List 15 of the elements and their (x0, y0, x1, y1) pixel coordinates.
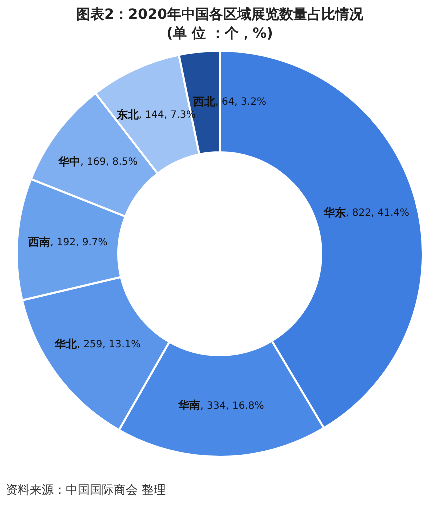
text: 资料来源：中国国际商会 整理 (6, 482, 166, 499)
slice-label: 西北 (192, 95, 217, 108)
slice-label: 华中 (58, 155, 81, 168)
slice-label: 华南 (178, 399, 201, 412)
chart-title: 图表2：2020年中国各区域展览数量占比情况(单 位 ：个，%) (76, 6, 364, 44)
slice-label: 东北 (116, 108, 140, 122)
data-label: , 822, 41.4% (346, 208, 410, 220)
slice-label: 华北 (54, 338, 78, 351)
slice-label: 西南 (28, 236, 51, 249)
data-label: , 169, 8.5% (80, 157, 138, 168)
data-label: , 334, 16.8% (200, 400, 264, 412)
slice-label: 华东 (322, 206, 346, 220)
data-label: , 192, 9.7% (50, 238, 108, 249)
data-label: , 64, 3.2% (216, 97, 266, 108)
data-label: , 259, 13.1% (77, 340, 141, 351)
